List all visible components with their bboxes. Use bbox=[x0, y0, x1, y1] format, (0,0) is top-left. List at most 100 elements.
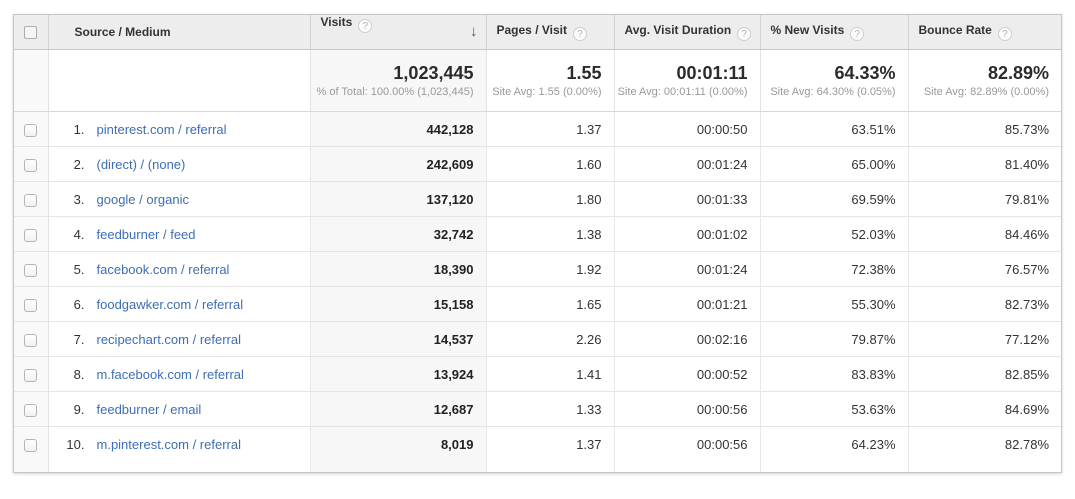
pages-per-visit-cell: 1.37 bbox=[485, 111, 614, 147]
visits-cell: 13,924 bbox=[309, 356, 486, 392]
row-checkbox-cell bbox=[14, 426, 49, 462]
row-checkbox-cell bbox=[14, 321, 49, 357]
pct-new-visits-cell: 79.87% bbox=[759, 321, 908, 357]
pct-new-visits-cell: 63.51% bbox=[759, 111, 908, 147]
source-medium-link[interactable]: (direct) / (none) bbox=[96, 156, 186, 172]
row-checkbox[interactable] bbox=[24, 158, 38, 172]
table-row: 9. feedburner / email 12,687 1.33 00:00:5… bbox=[14, 391, 1061, 427]
bounce-rate-cell: 85.73% bbox=[907, 111, 1061, 147]
column-header-pct-new-visits[interactable]: % New Visits? bbox=[759, 15, 908, 50]
visits-cell: 18,390 bbox=[309, 251, 486, 287]
summary-source-cell bbox=[48, 49, 310, 112]
row-checkbox-cell bbox=[14, 251, 49, 287]
total-visits-value: 1,023,445 bbox=[393, 63, 474, 83]
row-checkbox[interactable] bbox=[24, 403, 38, 417]
column-header-label: Pages / Visit bbox=[496, 23, 567, 37]
row-rank: 9. bbox=[73, 401, 85, 417]
source-medium-link[interactable]: foodgawker.com / referral bbox=[96, 296, 244, 312]
help-icon[interactable]: ? bbox=[358, 19, 373, 33]
table-row: 6. foodgawker.com / referral 15,158 1.65 … bbox=[14, 286, 1061, 322]
avg-visit-duration-cell: 00:01:33 bbox=[613, 181, 760, 217]
column-header-source-medium[interactable]: Source / Medium bbox=[47, 15, 310, 50]
row-checkbox[interactable] bbox=[24, 228, 38, 242]
avg-visit-duration-subtext: Site Avg: 00:01:11 (0.00%) bbox=[617, 86, 748, 98]
column-header-visits[interactable]: Visits? ↓ bbox=[309, 15, 486, 50]
summary-checkbox-cell bbox=[14, 49, 49, 112]
avg-visit-duration-cell: 00:02:16 bbox=[613, 321, 760, 357]
help-icon[interactable]: ? bbox=[850, 27, 865, 41]
source-medium-link[interactable]: google / organic bbox=[96, 191, 190, 207]
column-header-pages-per-visit[interactable]: Pages / Visit? bbox=[485, 15, 614, 50]
row-rank: 1. bbox=[73, 121, 85, 137]
source-medium-cell: 8. m.facebook.com / referral bbox=[48, 356, 310, 392]
row-checkbox[interactable] bbox=[24, 123, 38, 137]
column-header-label: % New Visits bbox=[770, 23, 845, 37]
column-header-label: Visits bbox=[320, 15, 353, 29]
column-header-avg-visit-duration[interactable]: Avg. Visit Duration? bbox=[613, 15, 760, 50]
pct-new-visits-cell: 64.23% bbox=[759, 426, 908, 462]
table-bottom-spacer bbox=[14, 461, 1061, 472]
pages-per-visit-cell: 1.60 bbox=[485, 146, 614, 182]
summary-bounce-rate-cell: 82.89% Site Avg: 82.89% (0.00%) bbox=[907, 49, 1061, 112]
row-checkbox-cell bbox=[14, 181, 49, 217]
source-medium-cell: 4. feedburner / feed bbox=[48, 216, 310, 252]
pct-new-visits-cell: 52.03% bbox=[759, 216, 908, 252]
row-checkbox-cell bbox=[14, 391, 49, 427]
row-checkbox[interactable] bbox=[24, 333, 38, 347]
table-row: 1. pinterest.com / referral 442,128 1.37 … bbox=[14, 111, 1061, 147]
pct-new-visits-cell: 65.00% bbox=[759, 146, 908, 182]
row-checkbox[interactable] bbox=[24, 438, 38, 452]
row-rank: 6. bbox=[73, 296, 85, 312]
row-rank: 10. bbox=[66, 436, 85, 452]
source-medium-link[interactable]: pinterest.com / referral bbox=[96, 121, 227, 137]
avg-visit-duration-cell: 00:00:56 bbox=[613, 391, 760, 427]
pages-per-visit-cell: 1.38 bbox=[485, 216, 614, 252]
visits-cell: 8,019 bbox=[309, 426, 486, 462]
pages-per-visit-cell: 1.80 bbox=[485, 181, 614, 217]
select-all-checkbox[interactable] bbox=[24, 26, 38, 40]
column-header-row: Source / Medium Visits? ↓ Pages / Visit? … bbox=[14, 15, 1061, 50]
summary-pages-per-visit-cell: 1.55 Site Avg: 1.55 (0.00%) bbox=[485, 49, 614, 112]
summary-pct-new-visits-cell: 64.33% Site Avg: 64.30% (0.05%) bbox=[759, 49, 908, 112]
table-row: 7. recipechart.com / referral 14,537 2.26… bbox=[14, 321, 1061, 357]
pages-per-visit-cell: 1.41 bbox=[485, 356, 614, 392]
select-all-header-cell bbox=[14, 15, 49, 50]
source-medium-link[interactable]: feedburner / email bbox=[96, 401, 202, 417]
visits-cell: 442,128 bbox=[309, 111, 486, 147]
column-header-bounce-rate[interactable]: Bounce Rate? bbox=[907, 15, 1061, 50]
help-icon[interactable]: ? bbox=[997, 27, 1012, 41]
row-checkbox-cell bbox=[14, 286, 49, 322]
summary-avg-visit-duration-cell: 00:01:11 Site Avg: 00:01:11 (0.00%) bbox=[613, 49, 760, 112]
source-medium-cell: 5. facebook.com / referral bbox=[48, 251, 310, 287]
source-medium-link[interactable]: m.pinterest.com / referral bbox=[96, 436, 242, 452]
source-medium-cell: 2. (direct) / (none) bbox=[48, 146, 310, 182]
visits-cell: 242,609 bbox=[309, 146, 486, 182]
table-row: 5. facebook.com / referral 18,390 1.92 00… bbox=[14, 251, 1061, 287]
source-medium-link[interactable]: recipechart.com / referral bbox=[96, 331, 242, 347]
help-icon[interactable]: ? bbox=[737, 27, 752, 41]
row-checkbox-cell bbox=[14, 146, 49, 182]
pct-new-visits-cell: 72.38% bbox=[759, 251, 908, 287]
avg-visit-duration-cell: 00:01:21 bbox=[613, 286, 760, 322]
row-rank: 5. bbox=[73, 261, 85, 277]
row-rank: 3. bbox=[73, 191, 85, 207]
source-medium-link[interactable]: facebook.com / referral bbox=[96, 261, 230, 277]
table-row: 8. m.facebook.com / referral 13,924 1.41 … bbox=[14, 356, 1061, 392]
row-checkbox[interactable] bbox=[24, 298, 38, 312]
help-icon[interactable]: ? bbox=[572, 27, 587, 41]
pct-new-visits-value: 64.33% bbox=[834, 63, 896, 83]
row-rank: 7. bbox=[73, 331, 85, 347]
row-checkbox[interactable] bbox=[24, 263, 38, 277]
row-checkbox[interactable] bbox=[24, 193, 38, 207]
column-header-label: Bounce Rate bbox=[918, 23, 992, 37]
row-checkbox[interactable] bbox=[24, 368, 38, 382]
bounce-rate-cell: 84.46% bbox=[907, 216, 1061, 252]
source-medium-link[interactable]: feedburner / feed bbox=[96, 226, 196, 242]
row-checkbox-cell bbox=[14, 111, 49, 147]
row-checkbox-cell bbox=[14, 216, 49, 252]
source-medium-link[interactable]: m.facebook.com / referral bbox=[96, 366, 244, 382]
bounce-rate-cell: 81.40% bbox=[907, 146, 1061, 182]
source-medium-cell: 7. recipechart.com / referral bbox=[48, 321, 310, 357]
bounce-rate-cell: 76.57% bbox=[907, 251, 1061, 287]
visits-cell: 12,687 bbox=[309, 391, 486, 427]
